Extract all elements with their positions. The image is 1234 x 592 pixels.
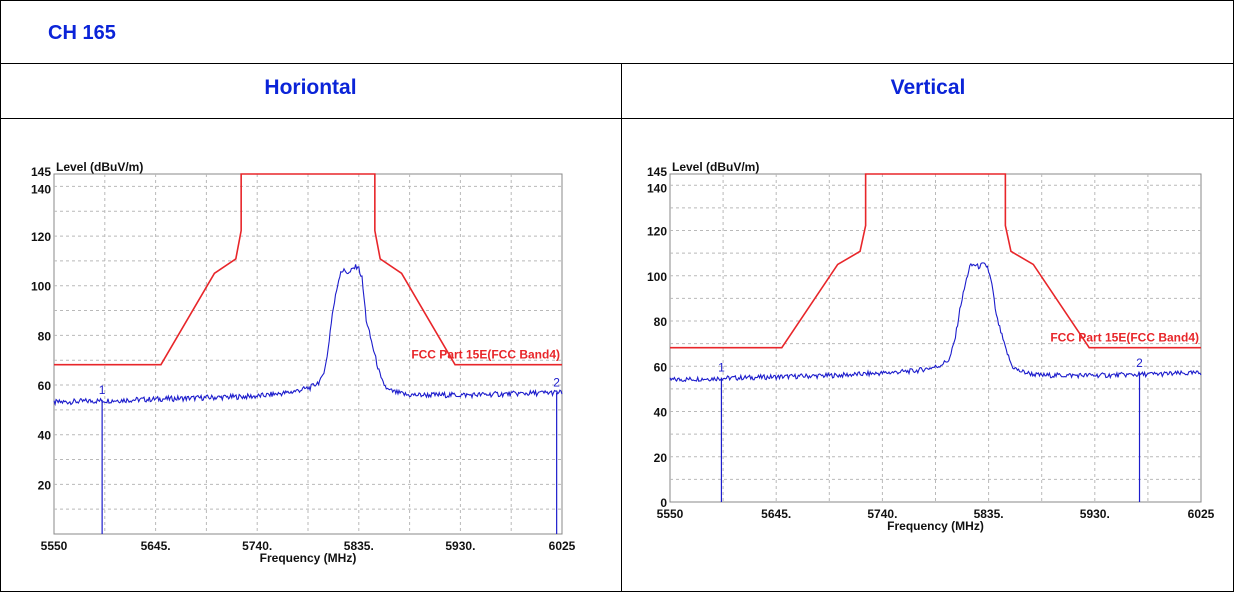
- y-tick-label: 40: [654, 406, 668, 420]
- y-axis-label: Level (dBuV/m): [672, 160, 759, 174]
- x-tick-label: 5930.: [445, 539, 475, 553]
- marker-label: 2: [553, 375, 560, 389]
- x-tick-label: 5740.: [242, 539, 272, 553]
- x-axis-label: Frequency (MHz): [887, 519, 984, 533]
- measurement-trace: [53, 264, 563, 407]
- y-tick-label: 120: [647, 225, 667, 239]
- y-tick-label: 60: [654, 360, 668, 374]
- x-axis-label: Frequency (MHz): [260, 551, 357, 565]
- y-tick-label: 140: [647, 181, 667, 195]
- x-tick-label: 5740.: [867, 507, 897, 521]
- x-tick-label: 5835.: [344, 539, 374, 553]
- x-tick-label: 6025: [1188, 507, 1215, 521]
- row-divider-top: [0, 63, 1234, 64]
- row-divider-header: [0, 118, 1234, 119]
- y-tick-label: 20: [654, 451, 668, 465]
- chart-horizontal: 20 40 60 80 100 120 140 145 5550 5645. 5740. 5835. 5…: [31, 160, 576, 565]
- marker-label: 1: [99, 383, 106, 397]
- y-tick-label: 145: [31, 165, 51, 179]
- x-tick-label: 5645.: [141, 539, 171, 553]
- limit-line-label: FCC Part 15E(FCC Band4): [411, 348, 560, 362]
- x-tick-label: 5930.: [1080, 507, 1110, 521]
- x-tick-label: 5835.: [974, 507, 1004, 521]
- y-tick-label: 20: [38, 478, 52, 492]
- y-tick-label: 100: [31, 280, 51, 294]
- x-tick-label: 6025: [549, 539, 576, 553]
- channel-label: CH 165: [48, 22, 116, 44]
- x-tick-label: 5645.: [761, 507, 791, 521]
- y-tick-label: 100: [647, 270, 667, 284]
- measurement-trace: [669, 262, 1202, 383]
- y-tick-label: 40: [38, 429, 52, 443]
- limit-line: [670, 173, 1201, 349]
- marker-label: 2: [1136, 356, 1143, 370]
- column-title-vertical: Vertical: [890, 76, 966, 99]
- y-tick-label: 120: [31, 230, 51, 244]
- y-tick-label: 140: [31, 182, 51, 196]
- column-divider: [621, 63, 622, 592]
- limit-line-label: FCC Part 15E(FCC Band4): [1050, 331, 1199, 345]
- y-axis-label: Level (dBuV/m): [56, 160, 143, 174]
- limit-line: [54, 173, 562, 366]
- y-tick-label: 80: [38, 329, 52, 343]
- y-tick-label: 60: [38, 379, 52, 393]
- y-tick-label: 0: [660, 496, 667, 510]
- marker-label: 1: [718, 361, 725, 375]
- x-tick-label: 5550: [41, 539, 68, 553]
- column-title-horizontal: Horiontal: [264, 76, 357, 99]
- y-tick-label: 80: [654, 315, 668, 329]
- chart-vertical: 0 20 40 60 80 100 120 140 145 5550 5645. 5740. 5835.…: [647, 160, 1215, 533]
- y-tick-label: 145: [647, 165, 667, 179]
- x-tick-label: 5550: [657, 507, 684, 521]
